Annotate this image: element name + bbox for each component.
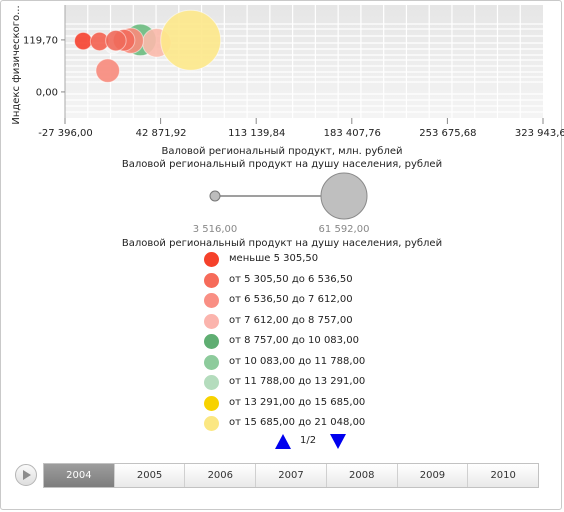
legend-pager: 1/2 <box>271 432 351 452</box>
legend-item: от 11 788,00 до 13 291,00 <box>204 373 404 394</box>
legend-swatch <box>204 354 219 370</box>
legend-swatch <box>204 252 219 267</box>
color-legend-title: Валовой региональный продукт на душу нас… <box>121 238 443 249</box>
data-bubble <box>95 58 120 83</box>
legend-label: от 10 083,00 до 11 788,00 <box>229 355 366 367</box>
data-bubble <box>160 9 222 71</box>
legend-page-down-icon[interactable] <box>330 434 346 449</box>
legend-label: от 5 305,50 до 6 536,50 <box>229 273 353 285</box>
y-axis-title: Индекс физического... <box>11 5 22 124</box>
timeline-year[interactable]: 2009 <box>398 464 469 487</box>
color-legend: меньше 5 305,50 от 5 305,50 до 6 536,50 … <box>204 250 404 435</box>
size-legend-min-label: 3 516,00 <box>193 224 238 235</box>
legend-item: от 15 685,00 до 21 048,00 <box>204 414 404 435</box>
plot-background <box>65 5 543 118</box>
legend-swatch <box>204 375 219 390</box>
size-legend-title: Валовой региональный продукт на душу нас… <box>121 159 443 170</box>
bubble-chart: 119,70 0,00 -27 396,00 42 871,92 113 139,84 1… <box>11 5 564 139</box>
x-tick-label: 42 871,92 <box>136 128 187 139</box>
legend-label: от 15 685,00 до 21 048,00 <box>229 417 366 428</box>
legend-item: меньше 5 305,50 <box>204 250 404 271</box>
x-tick-label: 113 139,84 <box>228 128 285 139</box>
legend-label: от 6 536,50 до 7 612,00 <box>229 294 353 305</box>
size-legend-max-bubble <box>320 172 368 220</box>
timeline-year[interactable]: 2010 <box>490 470 516 481</box>
timeline-year[interactable]: 2004 <box>44 464 115 487</box>
legend-label: от 8 757,00 до 10 083,00 <box>229 335 359 346</box>
data-bubble <box>105 29 127 52</box>
timeline-years: 2004 2005 2006 2007 2008 2009 2010 <box>43 463 539 488</box>
legend-label: от 11 788,00 до 13 291,00 <box>229 376 366 387</box>
legend-item: от 6 536,50 до 7 612,00 <box>204 291 404 312</box>
legend-page-indicator: 1/2 <box>300 435 317 446</box>
legend-swatch <box>204 293 219 308</box>
data-bubble <box>74 31 93 51</box>
timeline-player: 2004 2005 2006 2007 2008 2009 2010 <box>15 463 540 489</box>
play-icon <box>23 470 31 480</box>
legend-swatch <box>204 395 219 411</box>
legend-page-up-icon[interactable] <box>275 434 291 449</box>
x-tick-label: 183 407,76 <box>324 128 381 139</box>
legend-swatch <box>204 272 219 288</box>
y-tick-label: 0,00 <box>36 87 58 98</box>
timeline-year[interactable]: 2006 <box>185 464 257 487</box>
legend-swatch <box>204 416 219 431</box>
timeline-year[interactable]: 2005 <box>115 464 186 487</box>
x-tick-label: 323 943,60 <box>515 128 564 139</box>
legend-item: от 13 291,00 до 15 685,00 <box>204 394 404 415</box>
legend-item: от 7 612,00 до 8 757,00 <box>204 312 404 333</box>
x-axis-title: Валовой региональный продукт, млн. рубле… <box>161 146 403 157</box>
legend-swatch <box>204 313 219 329</box>
play-button[interactable] <box>15 464 37 486</box>
legend-label: от 7 612,00 до 8 757,00 <box>229 314 353 326</box>
legend-item: от 8 757,00 до 10 083,00 <box>204 332 404 353</box>
timeline-year[interactable]: 2008 <box>327 464 398 487</box>
size-legend-min-bubble <box>209 190 221 202</box>
legend-label: от 13 291,00 до 15 685,00 <box>229 396 366 408</box>
x-tick-label: -27 396,00 <box>38 128 93 139</box>
y-tick-label: 119,70 <box>23 35 58 46</box>
timeline-year[interactable]: 2007 <box>256 464 327 487</box>
legend-item: от 5 305,50 до 6 536,50 <box>204 271 404 292</box>
x-tick-label: 253 675,68 <box>419 128 476 139</box>
legend-swatch <box>204 334 219 349</box>
size-legend-max-label: 61 592,00 <box>319 224 370 235</box>
legend-label: меньше 5 305,50 <box>229 253 319 264</box>
size-legend: 3 516,00 61 592,00 <box>193 172 370 235</box>
legend-item: от 10 083,00 до 11 788,00 <box>204 353 404 374</box>
